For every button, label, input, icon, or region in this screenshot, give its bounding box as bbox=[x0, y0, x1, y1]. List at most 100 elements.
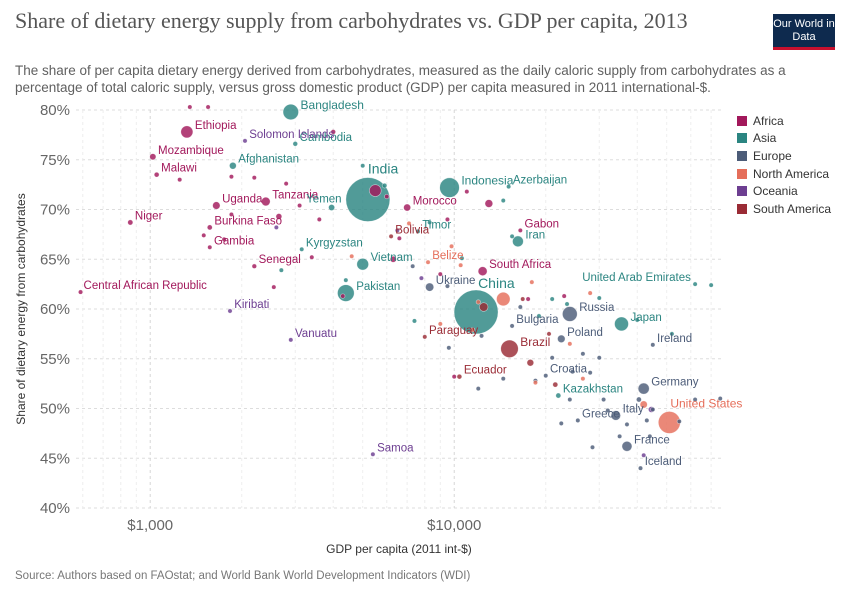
point-bangladesh bbox=[282, 103, 299, 121]
point-kiribati bbox=[227, 308, 233, 314]
point bbox=[641, 452, 647, 458]
legend-item[interactable]: Europe bbox=[737, 147, 831, 165]
point-solomon-islands bbox=[242, 138, 248, 144]
point-cambodia bbox=[292, 141, 298, 147]
point-label: Senegal bbox=[259, 254, 301, 266]
point bbox=[617, 433, 623, 439]
point-label: Afghanistan bbox=[238, 154, 299, 166]
point bbox=[470, 327, 476, 333]
point-label: India bbox=[368, 161, 399, 177]
legend-swatch bbox=[737, 186, 747, 197]
point-russia bbox=[562, 306, 578, 322]
y-tick-label: 80% bbox=[40, 102, 70, 119]
point bbox=[177, 177, 183, 183]
point bbox=[437, 271, 443, 277]
point bbox=[444, 216, 450, 222]
point bbox=[201, 232, 207, 238]
point bbox=[475, 299, 481, 305]
point bbox=[525, 296, 531, 302]
source-note[interactable]: Source: Authors based on FAOstat; and Wo… bbox=[15, 570, 471, 582]
point-afghanistan bbox=[229, 161, 237, 170]
point-gambia bbox=[207, 244, 213, 250]
point-mozambique bbox=[149, 153, 157, 161]
point bbox=[369, 184, 382, 197]
legend-item[interactable]: South America bbox=[737, 200, 831, 218]
legend-item[interactable]: North America bbox=[737, 165, 831, 183]
y-tick-label: 70% bbox=[40, 202, 70, 219]
chart-title: Share of dietary energy supply from carb… bbox=[15, 8, 688, 33]
legend-swatch bbox=[737, 168, 747, 179]
point bbox=[479, 333, 485, 339]
point-label: Uganda bbox=[222, 194, 263, 206]
point bbox=[669, 331, 675, 337]
point bbox=[283, 181, 289, 187]
point-senegal bbox=[251, 263, 257, 269]
legend-swatch bbox=[737, 203, 747, 214]
point-label: Burkina Faso bbox=[214, 215, 282, 227]
point bbox=[297, 203, 303, 209]
point bbox=[717, 396, 723, 402]
point-label: Bulgaria bbox=[516, 314, 559, 326]
point-central-african-republic bbox=[78, 289, 84, 295]
point-label: Indonesia bbox=[461, 174, 513, 188]
x-axis-label: GDP per capita (2011 int-$) bbox=[326, 542, 472, 556]
point bbox=[389, 255, 397, 263]
chart-subtitle: The share of per capita dietary energy d… bbox=[15, 63, 786, 95]
point-label: Tanzania bbox=[272, 190, 319, 202]
point-label: Vanuatu bbox=[295, 328, 337, 340]
point bbox=[228, 174, 234, 180]
point-niger bbox=[127, 219, 134, 226]
point-kazakhstan bbox=[555, 392, 562, 399]
point bbox=[479, 302, 489, 312]
point-label: China bbox=[478, 275, 515, 291]
point bbox=[349, 253, 355, 259]
point bbox=[580, 376, 586, 382]
point-label: Samoa bbox=[377, 442, 414, 454]
point-brazil bbox=[500, 339, 519, 358]
point-japan bbox=[614, 316, 629, 332]
point bbox=[340, 293, 346, 299]
point-uganda bbox=[212, 201, 221, 210]
point-label: Malawi bbox=[161, 163, 197, 175]
point-malawi bbox=[153, 171, 160, 178]
point-label: Iceland bbox=[645, 456, 682, 468]
point bbox=[343, 277, 349, 283]
point bbox=[396, 235, 402, 241]
point-belize bbox=[425, 259, 431, 265]
point-label: Yemen bbox=[306, 194, 341, 206]
point-pakistan bbox=[337, 284, 355, 302]
legend-label: Europe bbox=[753, 148, 792, 163]
point bbox=[451, 374, 457, 380]
point bbox=[330, 129, 336, 135]
point bbox=[475, 386, 481, 392]
point-croatia bbox=[543, 373, 549, 379]
y-tick-label: 65% bbox=[40, 251, 70, 268]
point-label: Paraguay bbox=[429, 325, 478, 337]
point bbox=[558, 420, 564, 426]
point-iran bbox=[512, 235, 524, 248]
point bbox=[509, 233, 515, 239]
point bbox=[546, 331, 552, 337]
point-italy bbox=[610, 410, 621, 421]
legend-item[interactable]: Africa bbox=[737, 112, 831, 130]
point-label: Gambia bbox=[214, 235, 255, 247]
owid-logo[interactable]: Our World in Data bbox=[773, 14, 835, 50]
point bbox=[458, 262, 464, 268]
legend-item[interactable]: Asia bbox=[737, 130, 831, 148]
legend-label: Africa bbox=[753, 113, 784, 128]
legend-item[interactable]: Oceania bbox=[737, 182, 831, 200]
point bbox=[309, 254, 315, 260]
point-gabon bbox=[517, 227, 523, 233]
point-label: Poland bbox=[567, 327, 603, 339]
point bbox=[384, 194, 390, 200]
point-label: Italy bbox=[623, 403, 644, 415]
point-label: Cambodia bbox=[300, 132, 353, 144]
point bbox=[634, 317, 640, 323]
point bbox=[446, 345, 452, 351]
point bbox=[596, 295, 602, 301]
point-label: Iran bbox=[525, 229, 545, 241]
legend-label: Asia bbox=[753, 131, 777, 146]
point bbox=[552, 381, 559, 388]
point bbox=[418, 275, 424, 281]
point-germany bbox=[637, 382, 650, 395]
